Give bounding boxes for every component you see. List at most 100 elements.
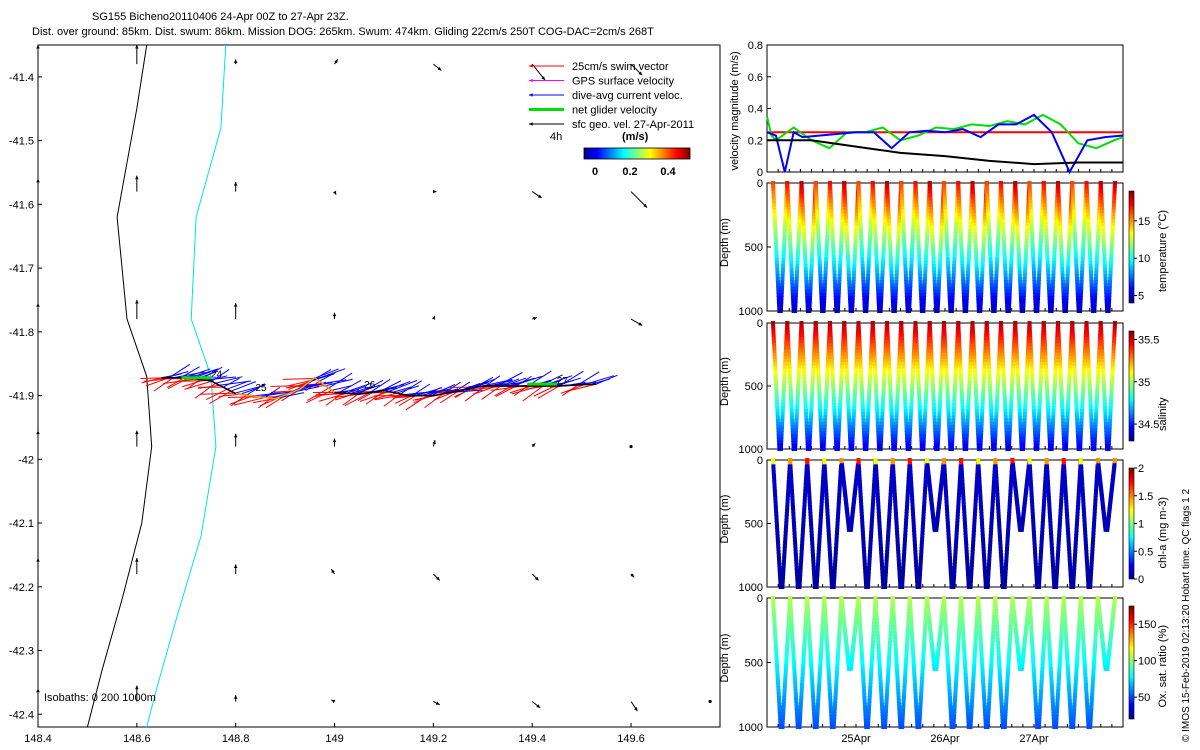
profile-dot: [784, 521, 789, 526]
swim-vector: [537, 385, 560, 399]
profile-dot: [1111, 203, 1116, 208]
map-ytick-label: -42: [18, 454, 34, 466]
profile-dot: [1010, 241, 1015, 246]
profile-dot: [914, 339, 919, 344]
profile-dot: [814, 200, 819, 205]
profile-dot: [789, 409, 794, 414]
profile-dot: [944, 225, 949, 230]
day-marker-label: 27: [557, 376, 569, 387]
profile-dot: [783, 540, 788, 545]
profile-dot: [772, 209, 777, 214]
profile-dot: [930, 232, 935, 237]
profile-dot: [787, 365, 792, 370]
profile-dot: [1100, 355, 1105, 360]
profile-dot: [788, 464, 793, 469]
profile-dot: [993, 424, 998, 429]
profile-dot: [797, 213, 802, 217]
profile-dot: [864, 302, 869, 307]
profile-dot: [811, 232, 816, 237]
profile-dot: [866, 402, 871, 407]
profile-dot: [842, 333, 847, 338]
profile-dot: [1074, 406, 1079, 411]
profile-dot: [901, 225, 906, 230]
profile-dot: [1024, 238, 1029, 243]
profile-dot: [858, 358, 863, 363]
profile-dot: [946, 402, 951, 407]
profile-dot: [833, 553, 838, 558]
profile-dot: [1024, 380, 1029, 385]
profile-dot: [899, 184, 904, 189]
profile-dot: [974, 270, 979, 275]
profile-dot: [1079, 283, 1084, 288]
profile-dot: [928, 336, 933, 341]
profile-dot: [931, 399, 936, 404]
profile-dot: [924, 245, 929, 249]
profile-dot: [782, 553, 787, 558]
profile-dot: [819, 437, 824, 442]
profile-dot: [876, 428, 881, 433]
profile-dot: [1068, 216, 1073, 221]
geo-velocity-arrow-head: [36, 558, 40, 562]
profile-dot: [1106, 443, 1111, 448]
profile-dot: [1054, 358, 1059, 363]
profile-dot: [938, 241, 943, 246]
profile-dot: [867, 377, 872, 382]
profile-dot: [808, 283, 813, 288]
profile-dot: [950, 299, 955, 304]
profile-dot: [982, 355, 987, 360]
profile-dot: [888, 387, 893, 392]
profile-dot: [810, 540, 815, 545]
profile-dot: [1059, 387, 1064, 392]
profile-dot: [1084, 181, 1089, 185]
profile-dot: [973, 371, 978, 376]
profile-dot: [1085, 349, 1090, 354]
profile-dot: [801, 355, 806, 360]
profile-dot: [868, 229, 873, 233]
profile-dot: [850, 431, 855, 436]
profile-dot: [1054, 206, 1059, 211]
profile-dot: [1104, 296, 1109, 301]
profile-dot: [1075, 428, 1080, 433]
profile-dot: [965, 421, 970, 426]
profile-dot: [828, 327, 833, 332]
profile-dot: [872, 225, 877, 230]
profile-dot: [819, 508, 824, 513]
profile-dot: [1047, 428, 1052, 433]
profile-dot: [814, 339, 819, 344]
profile-dot: [844, 235, 849, 240]
profile-dot: [798, 562, 803, 567]
profile-dot: [771, 458, 775, 462]
profile-dot: [825, 222, 830, 227]
profile-dot: [984, 181, 989, 185]
profile-dot: [814, 330, 819, 335]
profile-dot: [848, 302, 853, 307]
profile-dot: [775, 418, 780, 423]
profile-dot: [793, 434, 798, 439]
profile-dot: [793, 553, 798, 558]
profile-dot: [1110, 225, 1115, 230]
profile-dot: [818, 406, 823, 411]
profile-dot: [939, 225, 944, 230]
profile-dot: [865, 415, 870, 420]
profile-dot: [981, 384, 986, 388]
profile-dot: [775, 524, 780, 529]
profile-dot: [794, 277, 799, 281]
profile-dot: [825, 371, 830, 376]
profile-dot: [805, 467, 810, 472]
profile-dot: [929, 219, 934, 224]
profile-dot: [832, 399, 837, 404]
profile-dot: [1054, 213, 1059, 217]
profile-dot: [975, 280, 980, 285]
profile-dot: [852, 402, 857, 407]
profile-dot: [1016, 241, 1021, 246]
profile-dot: [1042, 200, 1047, 205]
geo-velocity-arrow-head: [541, 76, 546, 81]
profile-dot: [781, 399, 786, 404]
profile-dot: [821, 443, 826, 448]
profile-dot: [840, 222, 845, 227]
profile-dot: [973, 245, 978, 249]
swim-vector: [285, 379, 312, 387]
profile-dot: [931, 390, 936, 395]
profile-dot: [779, 299, 784, 304]
profile-dot: [1088, 402, 1093, 407]
